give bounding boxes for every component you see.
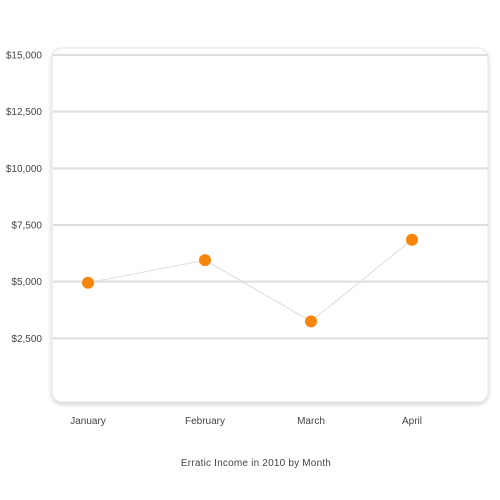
data-point[interactable] <box>305 315 317 328</box>
x-category-label: April <box>402 416 422 427</box>
data-point[interactable] <box>82 276 94 289</box>
series-income <box>82 233 418 328</box>
x-axis-category-labels: January February March April <box>70 416 422 427</box>
y-tick-label: $10,000 <box>6 164 43 175</box>
y-tick-label: $12,500 <box>6 107 43 118</box>
y-tick-label: $7,500 <box>11 221 42 232</box>
x-category-label: February <box>185 416 225 427</box>
y-tick-label: $15,000 <box>6 51 43 62</box>
y-axis-tick-labels: $2,500 $5,000 $7,500 $10,000 $12,500 $15,000 <box>6 51 43 345</box>
x-category-label: March <box>297 416 325 427</box>
y-tick-label: $2,500 <box>11 334 42 345</box>
data-point[interactable] <box>199 254 211 267</box>
grid-lines <box>53 54 488 340</box>
chart-caption: Erratic Income in 2010 by Month <box>180 458 332 469</box>
y-tick-label: $5,000 <box>11 277 42 288</box>
data-point[interactable] <box>406 233 418 246</box>
series-line <box>87 239 413 322</box>
x-category-label: January <box>70 416 106 427</box>
